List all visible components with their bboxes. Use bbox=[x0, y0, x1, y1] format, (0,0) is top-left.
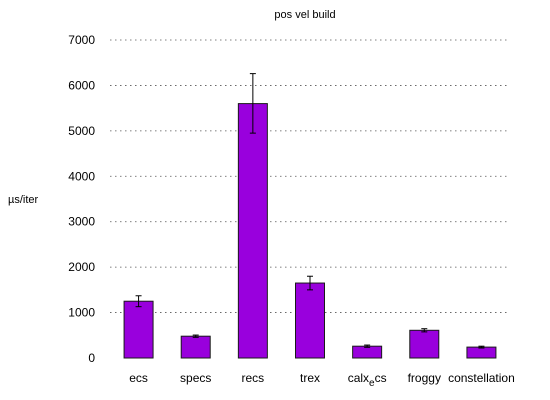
error-bar-calx-e-cs bbox=[364, 344, 371, 348]
category-label-froggy: froggy bbox=[408, 371, 441, 385]
category-label-recs: recs bbox=[242, 371, 265, 385]
bar-specs bbox=[180, 335, 211, 359]
error-bar-constellation bbox=[478, 345, 485, 349]
bar-calx-e-cs bbox=[352, 345, 383, 359]
error-bar-recs bbox=[249, 73, 256, 134]
bar-trex bbox=[295, 282, 325, 359]
error-bar-trex bbox=[307, 275, 313, 291]
category-label-specs: specs bbox=[180, 371, 211, 385]
y-tick-3000: 3000 bbox=[68, 215, 95, 229]
y-tick-0: 0 bbox=[88, 351, 95, 365]
error-bars bbox=[135, 73, 485, 349]
y-tick-7000: 7000 bbox=[68, 33, 95, 47]
error-bar-specs bbox=[192, 334, 199, 338]
y-axis-label: µs/iter bbox=[8, 194, 39, 206]
error-bar-froggy bbox=[421, 328, 428, 333]
category-label-ecs: ecs bbox=[129, 371, 148, 385]
bar-recs bbox=[237, 103, 268, 359]
y-tick-5000: 5000 bbox=[68, 124, 95, 138]
bar-ecs bbox=[123, 300, 154, 359]
bars bbox=[123, 103, 497, 359]
error-bar-ecs bbox=[135, 295, 142, 308]
y-tick-4000: 4000 bbox=[68, 169, 95, 183]
y-tick-2000: 2000 bbox=[68, 260, 95, 274]
category-label-constellation: constellation bbox=[448, 371, 515, 385]
y-tick-labels: 0 1000 2000 3000 4000 5000 6000 7000 bbox=[68, 33, 95, 365]
bar-froggy bbox=[409, 329, 440, 359]
chart-title: pos vel build bbox=[274, 9, 335, 21]
category-label-trex: trex bbox=[300, 371, 320, 385]
y-tick-6000: 6000 bbox=[68, 78, 95, 92]
bar-constellation bbox=[466, 346, 497, 359]
category-labels: ecs specs recs trex calxecs froggy constellati… bbox=[129, 371, 515, 389]
grid-lines bbox=[110, 39, 510, 313]
category-label-calx-e-cs: calxecs bbox=[348, 371, 387, 389]
y-tick-1000: 1000 bbox=[68, 306, 95, 320]
